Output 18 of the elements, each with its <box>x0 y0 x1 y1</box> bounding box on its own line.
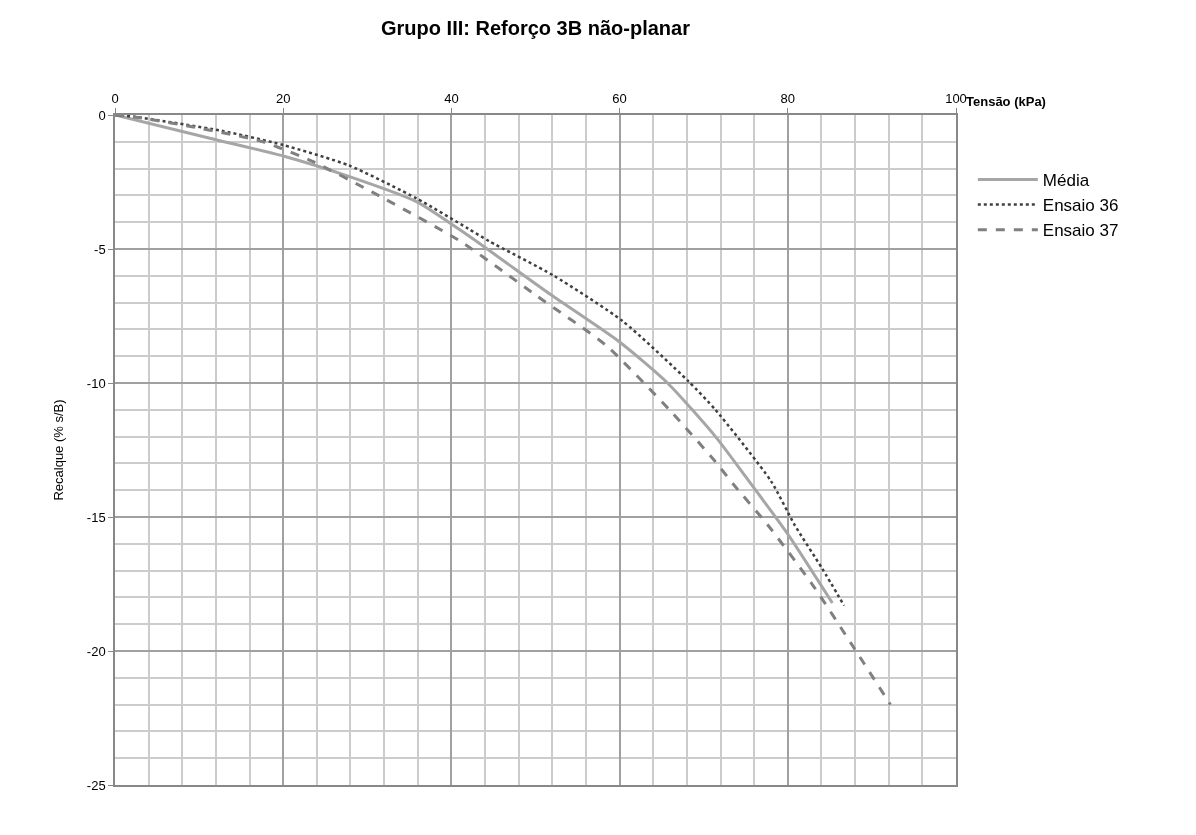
x-tick-label: 100 <box>945 91 967 107</box>
legend-label: Ensaio 36 <box>1042 196 1119 216</box>
x-axis-title: Tensão (kPa) <box>966 94 1046 109</box>
x-tick-label: 80 <box>780 91 796 107</box>
legend-label: Média <box>1042 171 1090 191</box>
y-tick-label: 0 <box>98 107 106 123</box>
x-tick-label: 60 <box>612 91 627 107</box>
y-tick-label: -10 <box>86 375 106 391</box>
x-tick-label: 0 <box>111 91 119 107</box>
y-tick-label: -5 <box>94 241 106 257</box>
y-axis-title: Recalque (% s/B) <box>51 399 67 501</box>
x-tick-label: 20 <box>275 91 291 107</box>
x-tick-label: 40 <box>444 91 459 107</box>
y-tick-label: -15 <box>86 509 106 525</box>
chart-title: Grupo III: Reforço 3B não-planar <box>381 16 691 39</box>
legend-label: Ensaio 37 <box>1042 221 1119 241</box>
y-tick-label: -25 <box>86 777 106 793</box>
y-tick-label: -20 <box>86 643 106 659</box>
